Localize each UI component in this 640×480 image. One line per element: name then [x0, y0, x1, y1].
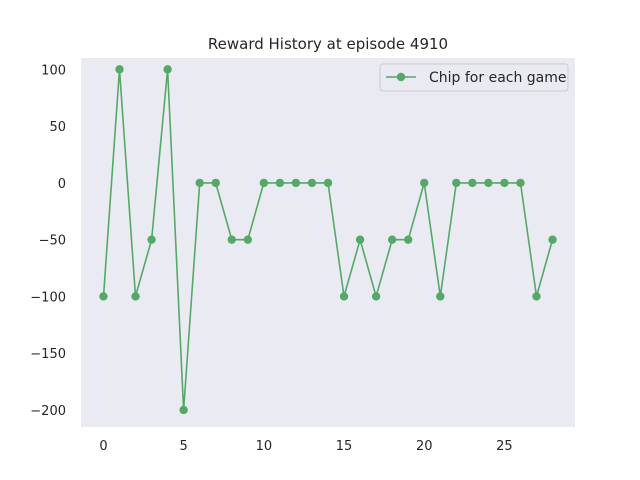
- y-tick-label: −100: [30, 290, 66, 305]
- data-point: [532, 292, 541, 301]
- data-point: [323, 178, 333, 188]
- legend-marker-swatch: [396, 72, 406, 82]
- data-point: [211, 178, 220, 188]
- data-point: [99, 292, 108, 301]
- x-tick-label: 25: [496, 439, 513, 454]
- data-point: [371, 292, 381, 301]
- x-tick-label: 20: [416, 439, 433, 454]
- y-tick-label: −200: [30, 404, 66, 419]
- data-point: [500, 178, 509, 188]
- series-points: [99, 65, 557, 415]
- legend-label: Chip for each game: [429, 70, 567, 86]
- data-point: [307, 178, 317, 188]
- data-point: [436, 292, 445, 301]
- x-tick-label: 15: [336, 439, 353, 454]
- data-point: [452, 178, 461, 188]
- y-tick-label: 100: [41, 63, 66, 78]
- data-point: [131, 292, 140, 301]
- data-point: [227, 235, 236, 244]
- chart-title: Reward History at episode 4910: [208, 35, 448, 53]
- data-point: [516, 178, 525, 188]
- data-point: [355, 235, 365, 244]
- data-point: [195, 178, 204, 188]
- data-point: [484, 178, 493, 188]
- data-point: [163, 65, 172, 74]
- plot-area: [81, 58, 575, 427]
- data-point: [291, 178, 301, 188]
- y-axis: −200 −150 −100 −50 0 50 100: [30, 63, 66, 419]
- y-tick-label: 50: [49, 120, 66, 135]
- data-point: [548, 235, 557, 244]
- data-point: [403, 235, 413, 244]
- data-point: [339, 292, 349, 301]
- y-tick-label: −150: [30, 347, 66, 362]
- x-axis: 0 5 10 15 20 25: [99, 439, 512, 454]
- data-point: [147, 235, 156, 244]
- data-point: [179, 405, 188, 415]
- x-tick-label: 5: [180, 439, 188, 454]
- y-tick-label: 0: [58, 177, 66, 192]
- y-tick-label: −50: [39, 234, 66, 249]
- data-point: [387, 235, 397, 244]
- legend: Chip for each game: [379, 63, 569, 92]
- x-tick-label: 10: [256, 439, 273, 454]
- x-tick-label: 0: [99, 439, 107, 454]
- data-point: [275, 178, 285, 188]
- data-point: [115, 65, 124, 74]
- data-point: [259, 178, 269, 188]
- data-point: [420, 178, 429, 188]
- legend-box: [379, 63, 569, 92]
- data-point: [243, 235, 253, 244]
- data-point: [468, 178, 477, 188]
